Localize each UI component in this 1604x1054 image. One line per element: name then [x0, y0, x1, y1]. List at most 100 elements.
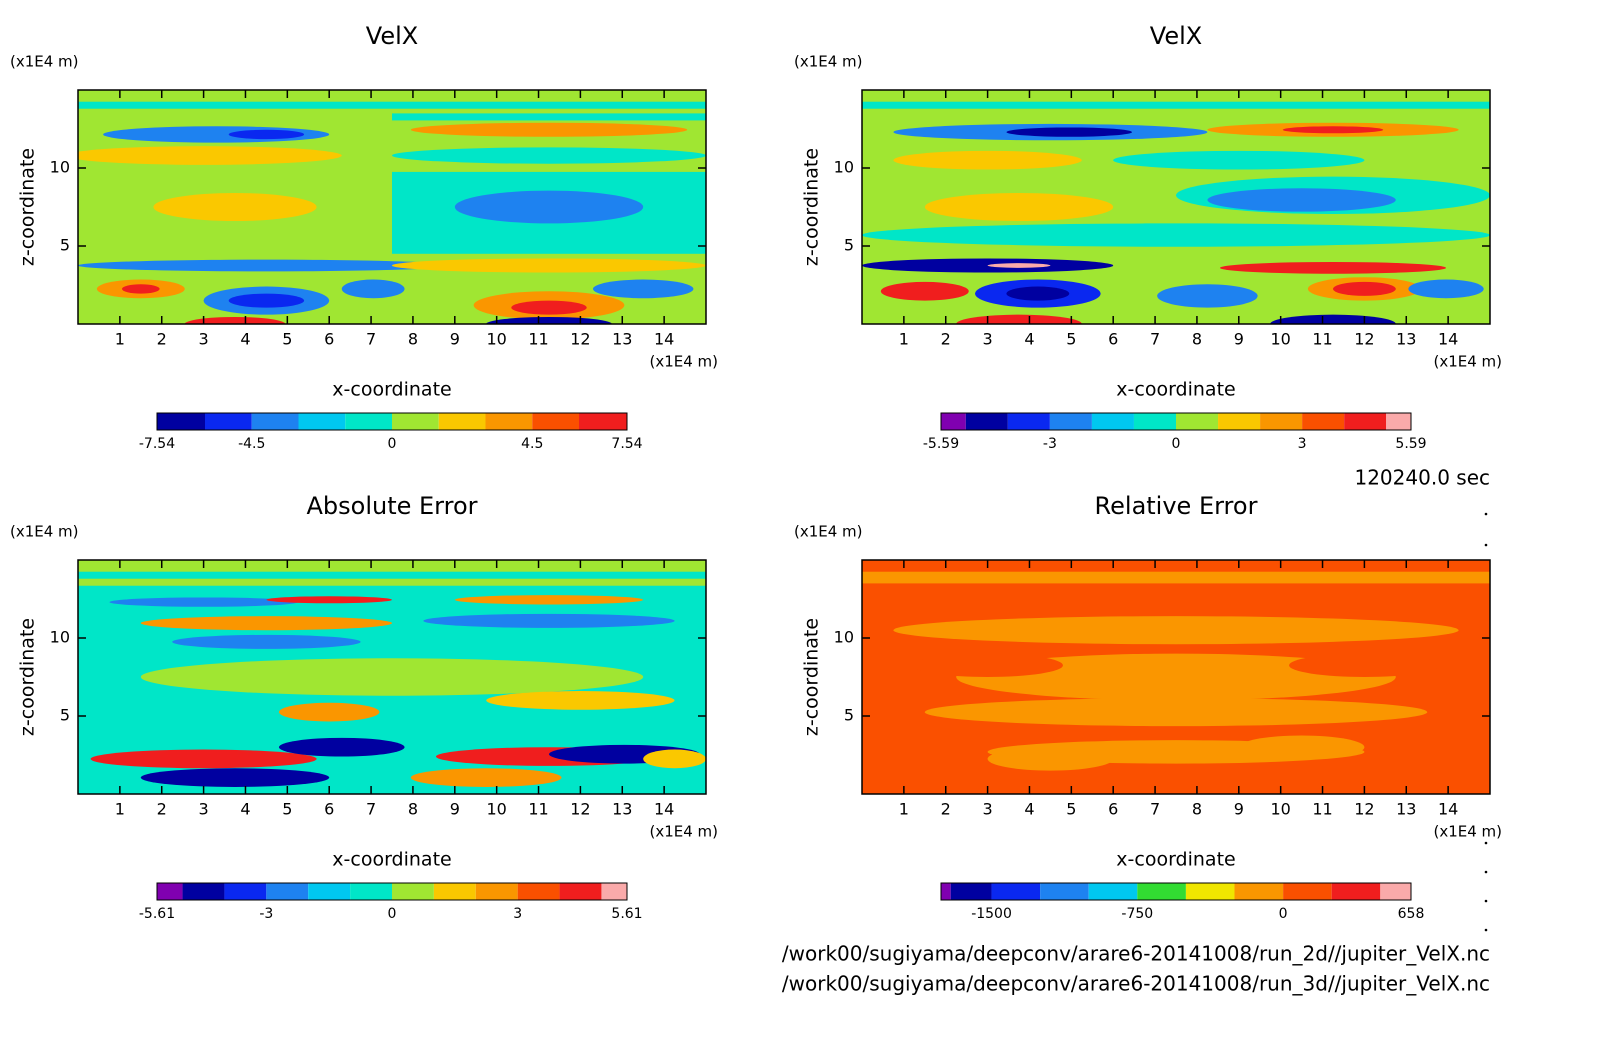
- colorbar-segment: [1133, 413, 1176, 430]
- x-tick-label: 12: [570, 800, 590, 819]
- plot-frame: [77, 559, 707, 795]
- plot-frame: [861, 559, 1491, 795]
- colorbar-segment: [392, 883, 434, 900]
- colorbar-segment: [559, 883, 602, 900]
- y-axis-label: z-coordinate: [17, 148, 39, 266]
- colorbar-segment: [1283, 883, 1332, 900]
- contour-blob: [1289, 653, 1440, 677]
- colorbar-segment: [1344, 413, 1387, 430]
- colorbar-tick-label: -750: [1121, 906, 1153, 922]
- colorbar-segment: [350, 883, 392, 900]
- colorbar-segment: [1234, 883, 1284, 900]
- colorbar-segment: [266, 883, 309, 900]
- x-tick-label: 8: [408, 330, 418, 349]
- x-axis-label: x-coordinate: [332, 379, 451, 401]
- x-tick-label: 9: [1234, 330, 1244, 349]
- colorbar-segment: [1040, 883, 1089, 900]
- contour-field: [78, 560, 706, 794]
- x-tick-label: 7: [1150, 330, 1160, 349]
- contour-blob: [410, 768, 562, 787]
- contour-blob: [862, 223, 1490, 247]
- colorbar-segment: [485, 413, 533, 430]
- colorbar-segment: [1176, 413, 1219, 430]
- contour-blob: [987, 263, 1051, 268]
- x-tick-label: 11: [1312, 800, 1332, 819]
- colorbar-segment: [532, 413, 580, 430]
- colorbar-segment: [204, 413, 252, 430]
- x-tick-label: 11: [528, 800, 548, 819]
- x-tick-label: 14: [1438, 330, 1458, 349]
- x-tick-label: 3: [199, 330, 209, 349]
- contour-band: [78, 101, 706, 109]
- x-tick-label: 4: [1024, 330, 1034, 349]
- contour-blob: [172, 634, 361, 649]
- colorbar-segment: [517, 883, 560, 900]
- contour-blob: [341, 279, 405, 299]
- contour-blob: [924, 192, 1114, 222]
- x-tick-label: 6: [1108, 330, 1118, 349]
- contour-blob: [184, 316, 286, 324]
- contour-blob: [1006, 286, 1070, 301]
- colorbar-frame: [940, 882, 1412, 901]
- colorbar-segment: [224, 883, 267, 900]
- colorbar-segment: [1380, 883, 1411, 900]
- contour-field: [862, 560, 1490, 794]
- time-label: 120240.0 sec: [1354, 466, 1490, 490]
- contour-blob: [912, 653, 1063, 677]
- x-tick-label: 4: [240, 330, 250, 349]
- x-tick-label: 5: [282, 330, 292, 349]
- colorbar-segment: [950, 883, 992, 900]
- contour-blob: [987, 747, 1114, 771]
- x-unit: (x1E4 m): [1433, 823, 1502, 841]
- contour-band: [862, 571, 1490, 584]
- x-tick-label: 10: [1270, 330, 1290, 349]
- colorbar-segment: [941, 883, 951, 900]
- contour-blob: [893, 616, 1459, 645]
- file-path: /work00/sugiyama/deepconv/arare6-2014100…: [782, 942, 1490, 966]
- contour-blob: [410, 122, 688, 137]
- x-tick-label: 5: [1066, 330, 1076, 349]
- x-tick-label: 8: [1192, 800, 1202, 819]
- colorbar-segment: [1007, 413, 1050, 430]
- x-unit: (x1E4 m): [1433, 353, 1502, 371]
- x-tick-label: 4: [1024, 800, 1034, 819]
- file-path: /work00/sugiyama/deepconv/arare6-2014100…: [782, 972, 1490, 996]
- chart-title: Absolute Error: [306, 492, 477, 520]
- contour-blob: [1238, 735, 1365, 759]
- chart-title: Relative Error: [1095, 492, 1258, 520]
- x-axis-label: x-coordinate: [1116, 379, 1235, 401]
- y-axis-label: z-coordinate: [801, 618, 823, 736]
- colorbar-frame: [940, 412, 1412, 431]
- x-tick-label: 8: [408, 800, 418, 819]
- x-tick-label: 1: [115, 330, 125, 349]
- contour-blob: [392, 147, 706, 164]
- contour-blob: [956, 653, 1396, 701]
- colorbar-segment: [1218, 413, 1261, 430]
- colorbar-segment: [308, 883, 351, 900]
- x-tick-label: 12: [570, 330, 590, 349]
- contour-blob: [454, 190, 644, 224]
- chart-title: VelX: [1150, 22, 1202, 50]
- y-tick-label: 5: [60, 706, 70, 725]
- contour-band: [392, 113, 706, 121]
- colorbar-segment: [941, 413, 966, 430]
- colorbar-segment: [1260, 413, 1303, 430]
- contour-blob: [228, 293, 305, 308]
- x-tick-label: 8: [1192, 330, 1202, 349]
- colorbar-segment: [1331, 883, 1381, 900]
- contour-blob: [278, 737, 405, 757]
- contour-blob: [1157, 284, 1258, 308]
- plot-frame: [77, 89, 707, 325]
- x-tick-label: 9: [450, 330, 460, 349]
- x-tick-label: 1: [899, 330, 909, 349]
- contour-blob: [140, 658, 644, 696]
- colorbar-segment: [475, 883, 518, 900]
- x-tick-label: 14: [654, 800, 674, 819]
- contour-blob: [893, 150, 1082, 170]
- contour-blob: [109, 597, 298, 607]
- y-tick-label: 5: [844, 706, 854, 725]
- contour-band: [78, 560, 706, 572]
- x-tick-label: 10: [486, 330, 506, 349]
- colorbar-tick-label: 0: [1279, 906, 1288, 922]
